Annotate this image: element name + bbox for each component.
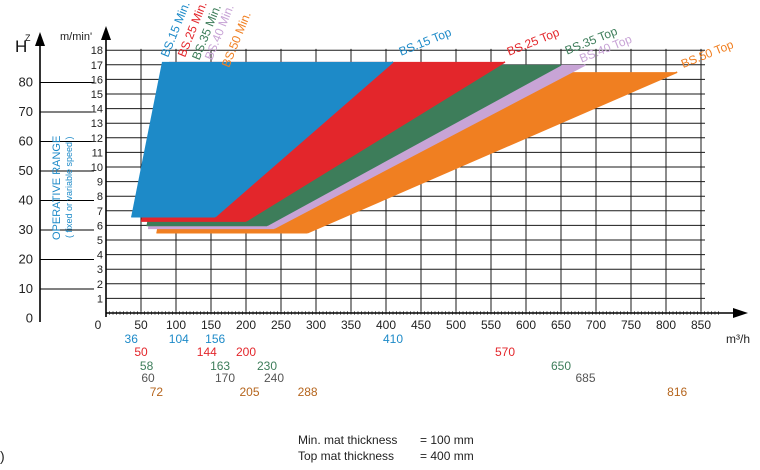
series-top-label: BS.25 Top: [505, 25, 562, 59]
capacity-value: 230: [257, 359, 277, 373]
capacity-value: 170: [215, 371, 235, 385]
x-tick-label: 800: [656, 318, 676, 332]
top-line-bs15: [214, 61, 394, 218]
x-tick-label: 550: [481, 318, 501, 332]
capacity-value: 288: [298, 385, 318, 399]
speed-tick-label: 14: [91, 104, 103, 116]
speed-tick-label: 15: [91, 89, 103, 101]
capacity-value: 240: [264, 371, 284, 385]
x-tick-label: 700: [586, 318, 606, 332]
x-tick-label: 500: [446, 318, 466, 332]
top-mat-thickness-value: = 400 mm: [420, 449, 474, 463]
capacity-value: 650: [551, 359, 571, 373]
x-tick-label: 750: [621, 318, 641, 332]
x-tick-label: 50: [134, 318, 148, 332]
speed-tick-label: 3: [97, 264, 103, 276]
x-tick-label: 200: [236, 318, 256, 332]
x-tick-label: 300: [306, 318, 326, 332]
hz-tick-label: 20: [19, 252, 33, 267]
hz-tick-label: 80: [19, 75, 33, 90]
speed-axis-arrow: [101, 26, 111, 40]
speed-tick-label: 18: [91, 45, 103, 57]
x-tick-label: 450: [411, 318, 431, 332]
capacity-value: 685: [575, 371, 595, 385]
hz-tick-label: 40: [19, 193, 33, 208]
min-mat-thickness-value: = 100 mm: [420, 433, 474, 447]
min-mat-thickness-label: Min. mat thickness: [298, 433, 398, 447]
capacity-value: 50: [134, 345, 148, 359]
top-line-bs40: [273, 64, 586, 230]
capacity-value: 36: [125, 332, 139, 346]
speed-tick-label: 8: [97, 191, 103, 203]
speed-tick-label: 2: [97, 279, 103, 291]
speed-tick-label: 16: [91, 74, 103, 86]
min-mat-thickness-note: Min. mat thickness = 100 mm: [298, 433, 474, 447]
capacity-value: 58: [140, 359, 154, 373]
hz-unit-label-sup: Z: [25, 33, 31, 43]
speed-tick-label: 7: [97, 206, 103, 218]
speed-tick-label: 10: [91, 162, 103, 174]
x-tick-label: 100: [166, 318, 186, 332]
speed-tick-label: 12: [91, 133, 103, 145]
hz-axis-arrow: [35, 32, 45, 46]
capacity-value: 104: [169, 332, 189, 346]
capacity-value: 60: [141, 371, 155, 385]
speed-tick-label: 1: [97, 293, 103, 305]
x-tick-label: 600: [516, 318, 536, 332]
capacity-value: 72: [150, 385, 164, 399]
series-top-label: BS.50 Top: [679, 37, 736, 71]
capacity-value: 205: [239, 385, 259, 399]
speed-unit-label: m/min': [60, 31, 92, 43]
hz-tick-label: 30: [19, 222, 33, 237]
top-mat-thickness-note: Top mat thickness = 400 mm: [298, 449, 474, 463]
x-tick-label: 400: [376, 318, 396, 332]
x-tick-label: 250: [271, 318, 291, 332]
speed-tick-label: 6: [97, 220, 103, 232]
top-line-bs25: [245, 61, 506, 222]
hz-tick-label: 50: [19, 163, 33, 178]
x-tick-label: 650: [551, 318, 571, 332]
speed-tick-label: 13: [91, 118, 103, 130]
top-line-bs50: [307, 71, 678, 234]
x-tick-label: 350: [341, 318, 361, 332]
speed-tick-label: 5: [97, 235, 103, 247]
x-unit-label: m³/h: [726, 332, 750, 346]
speed-tick-label: 9: [97, 177, 103, 189]
capacity-value: 200: [236, 345, 256, 359]
operative-range-subtitle: ( fixed or variable speed ): [64, 136, 74, 238]
capacity-value: 144: [197, 345, 217, 359]
area-bs15: [131, 61, 393, 217]
hz-tick-label: 0: [26, 311, 33, 326]
capacity-value: 816: [667, 385, 687, 399]
capacity-value: 570: [495, 345, 515, 359]
x-tick-label: 0: [95, 318, 102, 332]
stray-parenthesis: ): [0, 448, 5, 464]
speed-tick-label: 11: [92, 147, 103, 159]
hz-tick-label: 10: [19, 281, 33, 296]
hz-unit-label: H: [15, 37, 27, 56]
series-top-label: BS.15 Top: [397, 25, 454, 59]
capacity-value: 163: [210, 359, 230, 373]
operative-range-title: OPERATIVE RANGE: [51, 136, 63, 240]
top-mat-thickness-label: Top mat thickness: [298, 449, 395, 463]
speed-tick-label: 4: [97, 250, 103, 262]
x-tick-label: 150: [201, 318, 221, 332]
speed-tick-label: 17: [91, 60, 103, 72]
capacity-value: 410: [383, 332, 403, 346]
x-axis-arrow: [733, 308, 748, 318]
capacity-value: 156: [205, 332, 225, 346]
hz-tick-label: 60: [19, 134, 33, 149]
hz-tick-label: 70: [19, 104, 33, 119]
top-line-bs35: [266, 64, 562, 227]
x-tick-label: 850: [691, 318, 711, 332]
